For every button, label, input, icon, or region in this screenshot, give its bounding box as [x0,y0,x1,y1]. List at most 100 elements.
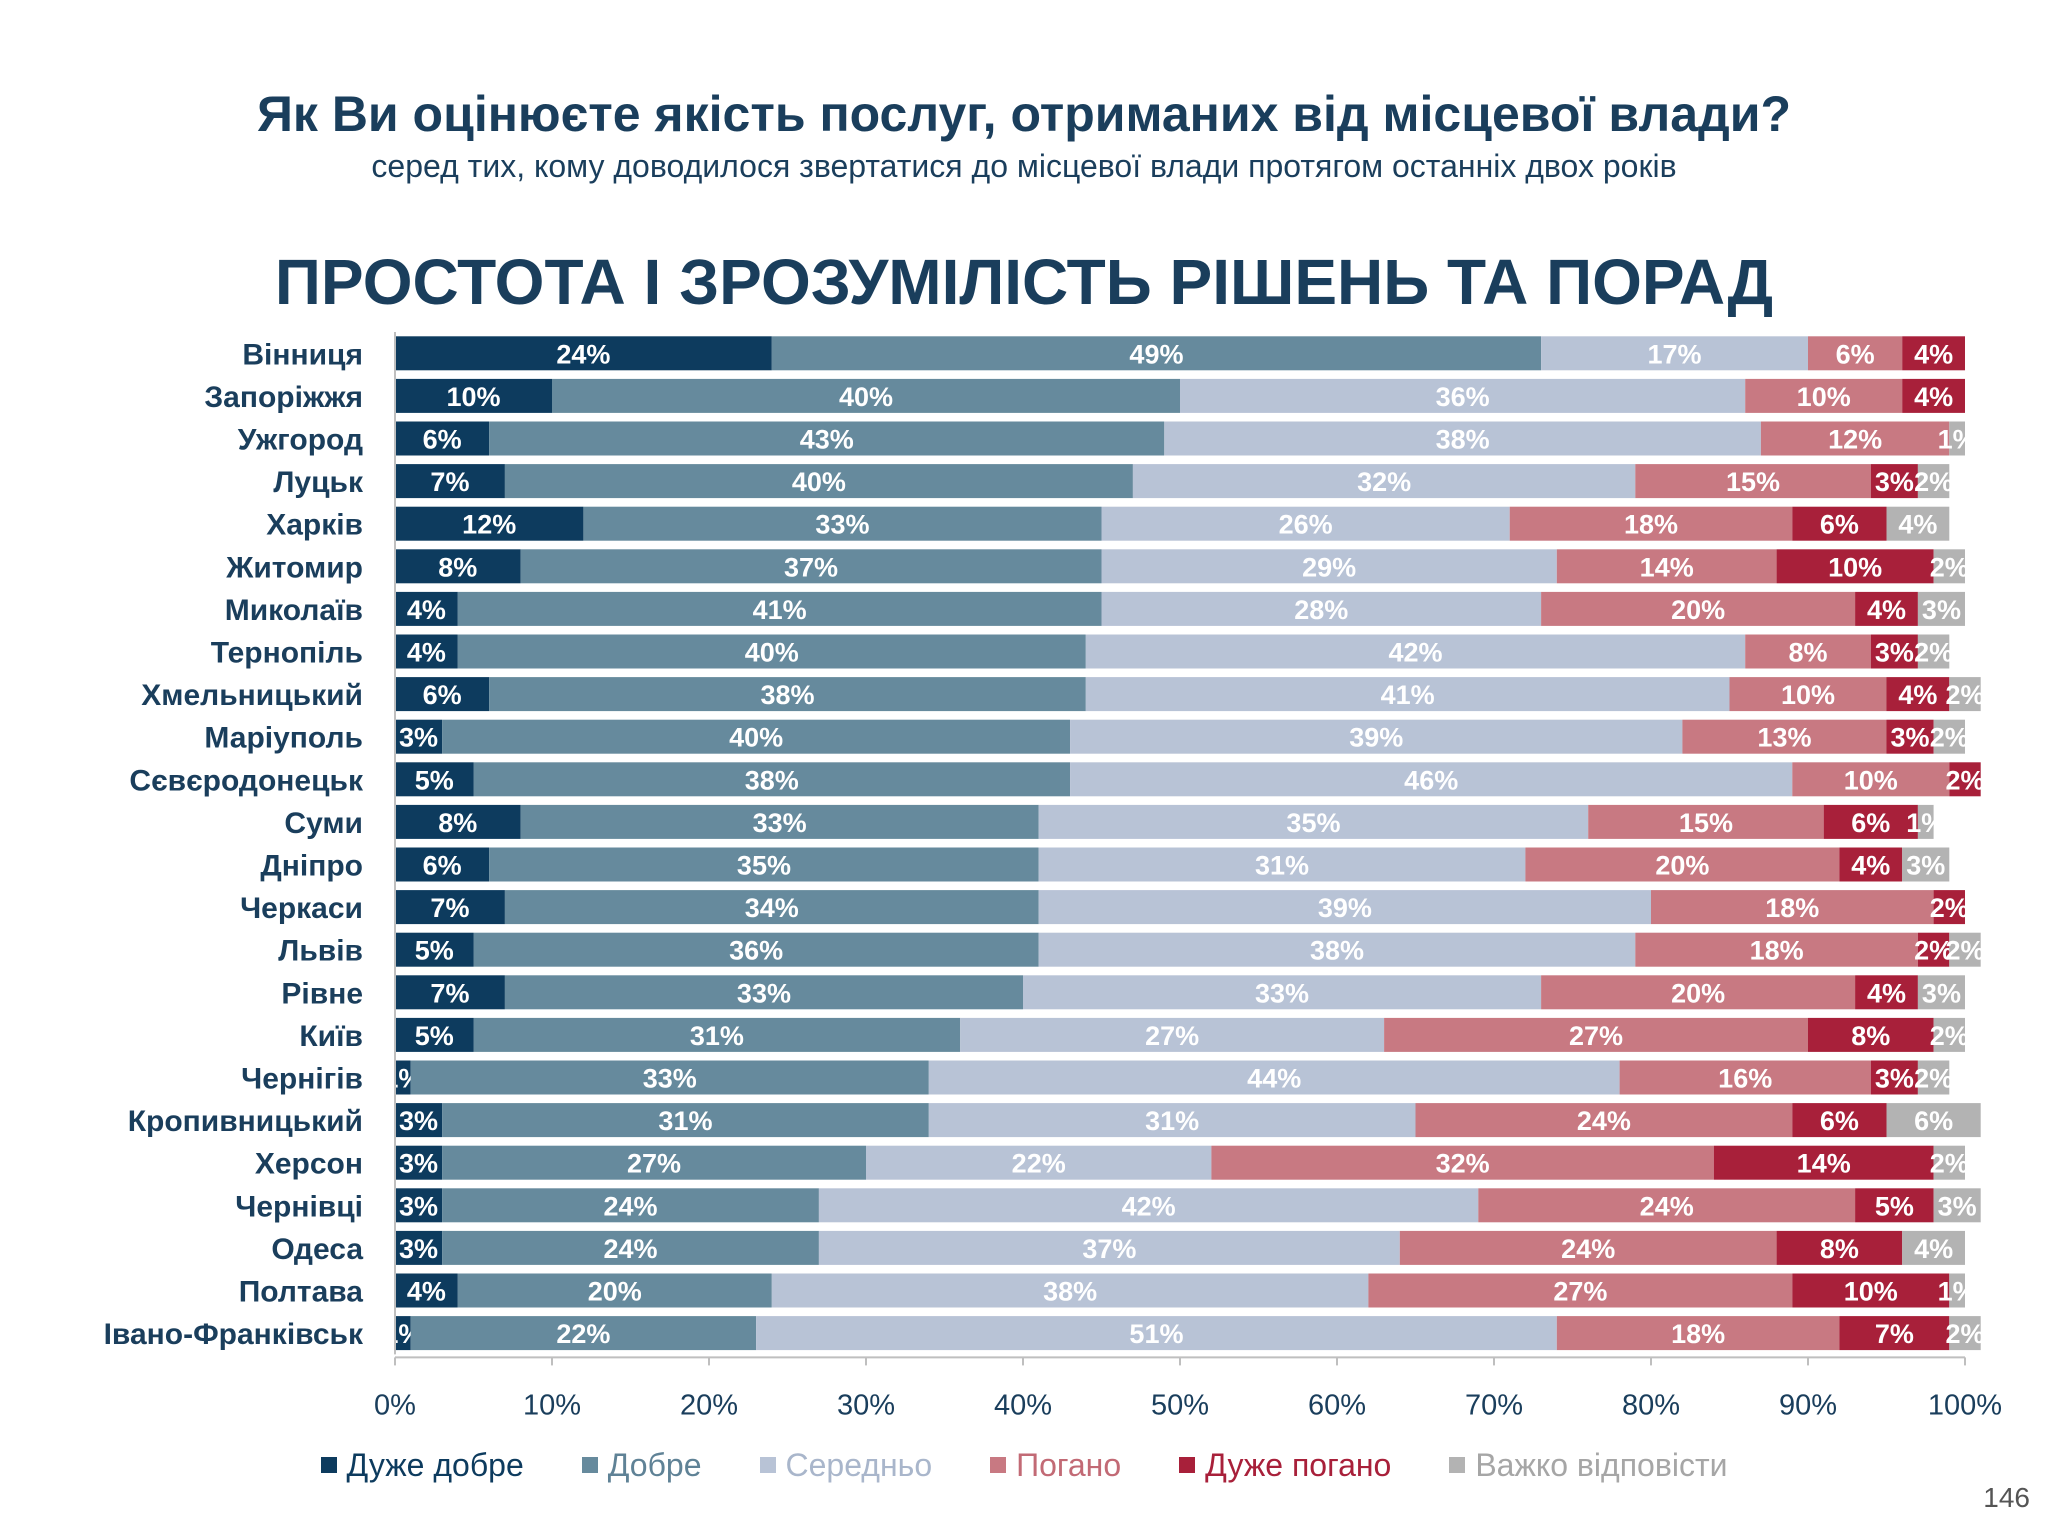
bar-segment [395,932,474,967]
bar-segment [1745,378,1903,413]
data-label: 17% [1648,339,1702,369]
bar-segment [395,1188,443,1223]
bar-segment [395,1017,474,1052]
data-label: 40% [792,467,846,497]
bar-segment [1870,1060,1918,1095]
bar-segment [1949,762,1981,797]
bar-segment [1776,549,1934,584]
data-label: 5% [415,765,454,795]
bar-segment [1792,762,1950,797]
bar-segment [1949,421,1965,456]
bar-segment [552,378,1180,413]
data-label: 6% [1820,510,1859,540]
data-label: 2% [1945,765,1984,795]
bar-segment [1792,506,1887,541]
data-label: 33% [815,510,869,540]
bar-segment [1776,1230,1903,1265]
bar-segment [395,1273,458,1308]
bar-segment [1713,1145,1934,1180]
category-label: Луцьк [273,466,364,499]
bar-segment [489,677,1086,712]
data-label: 46% [1404,765,1458,795]
bar-segment [1808,336,1903,371]
bar-segment [395,634,458,669]
data-label: 37% [1082,1234,1136,1264]
category-label: Вінниця [242,338,363,371]
legend-swatch [1449,1457,1466,1473]
data-label: 10% [1781,680,1835,710]
category-label: Суми [284,807,363,840]
data-label: 38% [760,680,814,710]
x-tick-label: 100% [1928,1389,2002,1421]
bar-segment [1132,464,1636,499]
data-label: 49% [1129,339,1183,369]
data-label: 24% [1577,1106,1631,1136]
bar-segment [1038,932,1636,967]
bar-segment [395,975,505,1010]
bar-segment [395,804,521,839]
bar-segment [520,804,1039,839]
data-label: 40% [839,382,893,412]
category-label: Івано-Франківськ [104,1318,364,1351]
bar-segment [442,1188,819,1223]
bar-segment [395,1103,443,1138]
data-label: 3% [1922,595,1961,625]
data-label: 22% [556,1319,610,1349]
data-label: 6% [1914,1106,1953,1136]
data-label: 3% [399,1191,438,1221]
bar-segment [395,719,443,754]
data-label: 31% [1255,851,1309,881]
data-label: 22% [1012,1149,1066,1179]
bar-segment [1933,1145,1965,1180]
bar-segment [395,549,521,584]
data-label: 36% [729,936,783,966]
x-tick-label: 60% [1308,1389,1366,1421]
data-label: 51% [1129,1319,1183,1349]
data-label: 3% [1891,723,1930,753]
data-label: 4% [1914,382,1953,412]
legend-swatch [320,1457,337,1473]
legend-swatch [990,1457,1007,1473]
bar-segment [395,890,505,925]
bar-segment [1070,762,1793,797]
data-label: 27% [1569,1021,1623,1051]
bar-segment [1917,932,1950,967]
data-label: 12% [462,510,516,540]
data-label: 33% [643,1064,697,1094]
data-label: 37% [784,552,838,582]
data-label: 34% [745,893,799,923]
bar-segment [771,1273,1369,1308]
category-label: Запоріжжя [204,381,363,414]
data-label: 31% [1145,1106,1199,1136]
bar-segment [1038,804,1589,839]
category-label: Харків [266,509,363,542]
bar-segment [1886,719,1934,754]
bar-segment [395,677,490,712]
bar-segment [1525,847,1840,882]
legend-item-good: Добре [581,1447,702,1484]
bar-segment [1399,1230,1777,1265]
data-label: 8% [1851,1021,1890,1051]
bar-segment [473,932,1039,967]
data-label: 1% [1938,425,1977,455]
data-label: 3% [1875,638,1914,668]
bar-segment [395,1060,411,1095]
data-label: 16% [1718,1064,1772,1094]
bar-segment [395,336,772,371]
data-label: 10% [446,382,500,412]
bar-segment [1556,549,1777,584]
data-label: 28% [1294,595,1348,625]
bar-segment [1760,421,1950,456]
data-label: 8% [438,808,477,838]
data-label: 42% [1122,1191,1176,1221]
bar-segment [1588,804,1824,839]
bar-segment [489,421,1165,456]
data-label: 15% [1726,467,1780,497]
bar-segment [1933,549,1965,584]
data-label: 4% [1867,595,1906,625]
data-label: 3% [399,723,438,753]
data-label: 4% [1867,978,1906,1008]
category-label: Чернігів [241,1063,363,1096]
data-label: 2% [1914,1064,1953,1094]
x-tick-label: 70% [1465,1389,1523,1421]
